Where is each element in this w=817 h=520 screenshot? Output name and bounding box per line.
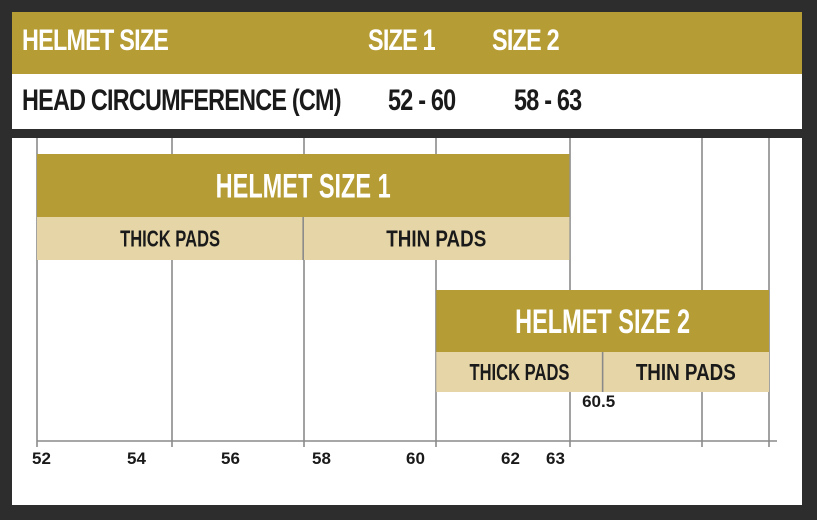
pad-segment bbox=[602, 352, 769, 392]
size-chart: HELMET SIZE 1 THICK PADS THIN PADS HELMET S… bbox=[12, 138, 802, 505]
x-tick-label: 52 bbox=[32, 449, 51, 468]
band-title: HELMET SIZE 1 bbox=[216, 168, 391, 206]
size1-range: 52 - 60 bbox=[388, 84, 456, 117]
x-tick-label: 56 bbox=[221, 449, 240, 468]
pad-label: THIN PADS bbox=[636, 359, 736, 385]
header-size-row: HELMET SIZE SIZE 1 SIZE 2 bbox=[12, 12, 802, 74]
x-tick-label: 60 bbox=[406, 449, 425, 468]
band-title-bar bbox=[37, 154, 570, 217]
helmet-size-label: HELMET SIZE bbox=[22, 24, 169, 57]
x-tick-label: 63 bbox=[546, 449, 565, 468]
pad-label: THICK PADS bbox=[469, 359, 569, 385]
band-title-bar bbox=[436, 290, 769, 352]
circumference-label: HEAD CIRCUMFERENCE (CM) bbox=[22, 84, 342, 117]
annotation-label: 60.5 bbox=[582, 392, 615, 411]
x-tick-label: 58 bbox=[312, 449, 331, 468]
pad-label: THICK PADS bbox=[120, 226, 220, 252]
x-tick-label: 62 bbox=[501, 449, 520, 468]
chart-svg: HELMET SIZE 1 THICK PADS THIN PADS HELMET S… bbox=[32, 138, 777, 468]
header-circumference-row: HEAD CIRCUMFERENCE (CM) 52 - 60 58 - 63 bbox=[12, 74, 802, 129]
size1-label: SIZE 1 bbox=[368, 24, 436, 57]
band-title: HELMET SIZE 2 bbox=[515, 303, 690, 341]
pad-segment bbox=[37, 217, 304, 260]
pad-label: THIN PADS bbox=[386, 226, 486, 252]
x-tick-label: 54 bbox=[127, 449, 146, 468]
pad-segment bbox=[303, 217, 570, 260]
pad-segment bbox=[436, 352, 603, 392]
size2-label: SIZE 2 bbox=[492, 24, 560, 57]
size2-range: 58 - 63 bbox=[514, 84, 582, 117]
